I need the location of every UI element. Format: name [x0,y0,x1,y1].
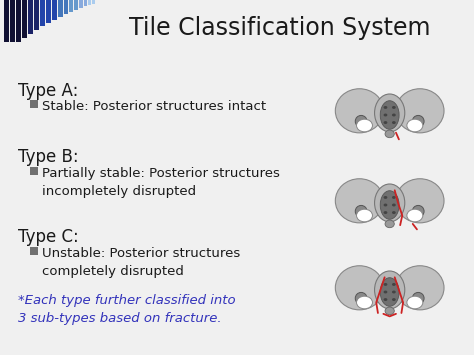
Bar [69,0,73,12]
Ellipse shape [385,220,394,228]
Bar [74,0,78,10]
Ellipse shape [355,206,367,217]
Ellipse shape [392,106,396,109]
Text: Type C:: Type C: [18,228,79,246]
Ellipse shape [407,296,423,309]
Ellipse shape [383,196,387,199]
Bar [22,0,27,38]
Ellipse shape [380,101,399,129]
Ellipse shape [407,209,423,222]
Bar [88,0,91,5]
Ellipse shape [412,293,424,304]
Ellipse shape [392,211,396,214]
Ellipse shape [396,266,444,310]
Ellipse shape [396,89,444,133]
Ellipse shape [383,114,387,116]
Ellipse shape [383,283,387,286]
Ellipse shape [392,114,396,116]
Ellipse shape [374,94,405,132]
Bar [16,0,21,42]
Ellipse shape [383,203,387,207]
Ellipse shape [380,278,399,306]
Ellipse shape [380,191,399,219]
Ellipse shape [392,298,396,301]
Ellipse shape [356,296,373,309]
Bar [58,0,63,17]
Bar [84,0,87,6]
Ellipse shape [335,266,383,310]
Text: Type A:: Type A: [18,82,78,100]
Ellipse shape [396,179,444,223]
Ellipse shape [392,290,396,294]
Ellipse shape [407,119,423,132]
Ellipse shape [383,106,387,109]
Bar [92,0,95,4]
Bar [30,167,38,175]
Bar [28,0,33,34]
Ellipse shape [383,298,387,301]
Ellipse shape [385,307,394,315]
Text: Partially stable: Posterior structures
incompletely disrupted: Partially stable: Posterior structures i… [42,167,280,198]
Bar [30,100,38,108]
Bar [30,247,38,255]
Ellipse shape [412,115,424,127]
Ellipse shape [383,121,387,124]
Bar [34,0,39,30]
Ellipse shape [355,115,367,127]
Bar [10,0,15,42]
Bar [46,0,51,23]
Ellipse shape [385,130,394,138]
Ellipse shape [374,184,405,222]
Text: Stable: Posterior structures intact: Stable: Posterior structures intact [42,100,266,113]
Ellipse shape [392,196,396,199]
Bar [52,0,57,20]
Ellipse shape [355,293,367,304]
Ellipse shape [392,203,396,207]
Ellipse shape [392,283,396,286]
Ellipse shape [356,209,373,222]
Ellipse shape [335,89,383,133]
Text: Type B:: Type B: [18,148,79,166]
Ellipse shape [392,121,396,124]
Ellipse shape [356,119,373,132]
Ellipse shape [412,206,424,217]
Bar [64,0,68,14]
Ellipse shape [374,271,405,309]
Bar [79,0,83,8]
Text: Unstable: Posterior structures
completely disrupted: Unstable: Posterior structures completel… [42,247,240,278]
Text: *Each type further classified into
3 sub-types based on fracture.: *Each type further classified into 3 sub… [18,294,236,325]
Text: Tile Classification System: Tile Classification System [129,16,430,40]
Ellipse shape [335,179,383,223]
Ellipse shape [383,211,387,214]
Bar [4,0,9,42]
Bar [40,0,45,26]
Ellipse shape [383,290,387,294]
